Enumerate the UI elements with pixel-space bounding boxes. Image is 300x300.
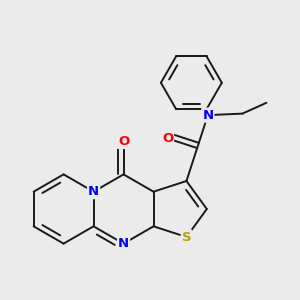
Text: O: O xyxy=(118,135,129,148)
Text: N: N xyxy=(202,109,213,122)
Text: S: S xyxy=(182,230,191,244)
Text: O: O xyxy=(162,132,173,145)
Text: N: N xyxy=(118,237,129,250)
Text: N: N xyxy=(88,185,99,198)
